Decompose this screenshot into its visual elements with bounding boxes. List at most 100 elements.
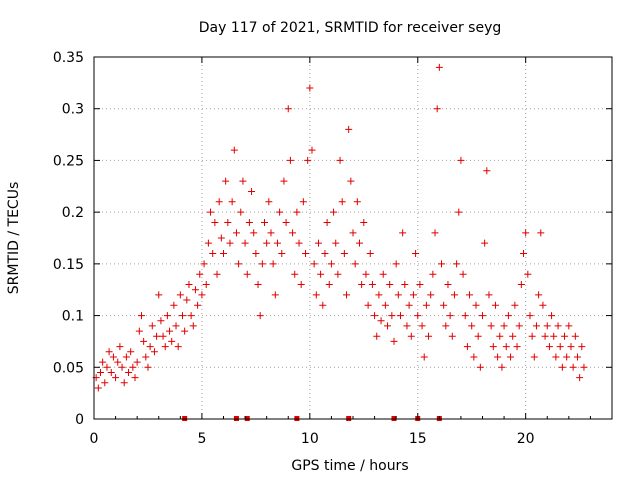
data-point (371, 312, 379, 320)
data-point (459, 270, 467, 278)
data-point (153, 332, 161, 340)
data-point (351, 260, 359, 268)
axis-ticks (93, 56, 613, 420)
data-point (250, 229, 258, 237)
x-tick-label: 20 (517, 431, 535, 447)
data-point (507, 353, 515, 361)
data-point (394, 291, 402, 299)
data-point (248, 187, 256, 195)
data-point (155, 291, 163, 299)
y-tick-label: 0 (75, 412, 84, 428)
data-point (200, 260, 208, 268)
data-point (276, 208, 284, 216)
data-point (209, 250, 217, 258)
data-point (532, 322, 540, 330)
data-point (120, 379, 128, 387)
data-point (146, 343, 154, 351)
data-point (299, 198, 307, 206)
data-point (498, 363, 506, 371)
data-point (189, 322, 197, 330)
data-point (237, 208, 245, 216)
data-point (159, 332, 167, 340)
data-point (433, 105, 441, 113)
data-point (338, 198, 346, 206)
data-point (502, 343, 510, 351)
data-point (545, 343, 553, 351)
data-point (125, 368, 133, 376)
data-point (101, 379, 109, 387)
x-tick-label: 15 (409, 431, 427, 447)
data-point (550, 332, 558, 340)
data-point (405, 301, 413, 309)
data-point (416, 281, 424, 289)
data-point (172, 322, 180, 330)
data-point (256, 312, 264, 320)
data-point (541, 332, 549, 340)
data-point (573, 353, 581, 361)
data-point (133, 358, 141, 366)
data-point (567, 343, 575, 351)
data-point (457, 156, 465, 164)
data-point (185, 281, 193, 289)
data-point (347, 177, 355, 185)
data-point (435, 63, 443, 71)
data-point (334, 270, 342, 278)
data-point (243, 270, 251, 278)
x-axis-label: GPS time / hours (291, 458, 408, 474)
data-point (194, 301, 202, 309)
data-point (489, 343, 497, 351)
data-point (476, 363, 484, 371)
data-point (340, 250, 348, 258)
data-point (204, 239, 212, 247)
data-point (103, 363, 111, 371)
data-point (535, 291, 543, 299)
data-point (422, 301, 430, 309)
plot-frame (93, 56, 613, 420)
data-point (306, 84, 314, 92)
data-point (213, 270, 221, 278)
data-point (96, 368, 104, 376)
data-point (343, 291, 351, 299)
data-point (565, 322, 573, 330)
data-point (196, 270, 204, 278)
data-point (118, 363, 126, 371)
data-point (131, 374, 139, 382)
data-point (314, 239, 322, 247)
data-point (327, 260, 335, 268)
data-point (578, 343, 586, 351)
data-point (137, 312, 145, 320)
data-point (403, 322, 411, 330)
data-point (330, 208, 338, 216)
data-point (161, 343, 169, 351)
data-point (446, 312, 454, 320)
data-point (323, 218, 331, 226)
data-point (282, 218, 290, 226)
data-point (558, 363, 566, 371)
x-tick-label: 10 (301, 431, 319, 447)
grid-layer (94, 57, 612, 419)
data-point (198, 291, 206, 299)
data-point (431, 229, 439, 237)
data-point (312, 291, 320, 299)
data-point (144, 363, 152, 371)
data-point (552, 353, 560, 361)
data-point (174, 343, 182, 351)
data-point (163, 312, 171, 320)
axis-tick-labels: 0 0.05 0.1 0.15 0.2 0.25 0.3 0.35 0 5 10 15 20 (53, 50, 535, 447)
data-point (407, 332, 415, 340)
data-point (345, 125, 353, 133)
y-tick-label: 0.25 (53, 153, 84, 169)
data-point (466, 291, 474, 299)
data-point (528, 332, 536, 340)
data-point (461, 312, 469, 320)
data-point (515, 322, 523, 330)
data-point (258, 260, 266, 268)
data-point (99, 358, 107, 366)
data-point (215, 198, 223, 206)
data-point (580, 363, 588, 371)
data-point (377, 317, 385, 325)
data-point (157, 317, 165, 325)
data-point (291, 270, 299, 278)
data-point (375, 291, 383, 299)
data-point (222, 177, 230, 185)
